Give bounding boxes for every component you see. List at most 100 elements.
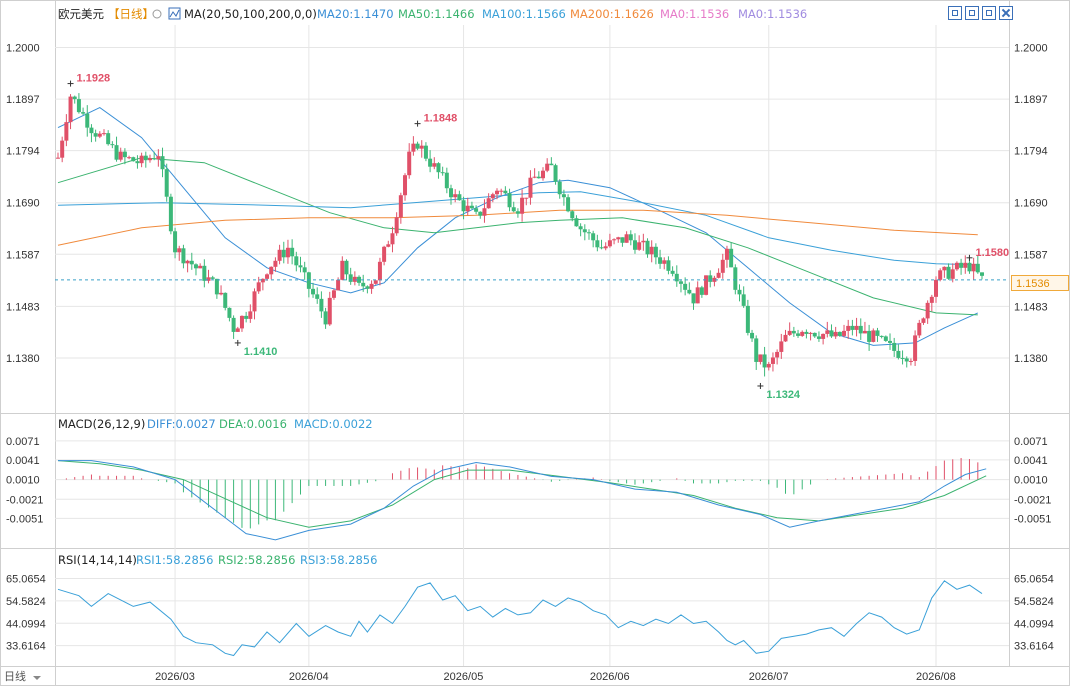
candle-body	[658, 257, 663, 264]
candle-body	[791, 330, 796, 334]
candle-body	[557, 181, 562, 195]
candle-body	[591, 233, 596, 241]
gear-icon[interactable]	[152, 9, 162, 19]
chevron-down-icon[interactable]	[33, 676, 41, 680]
candle-body	[277, 249, 282, 261]
candle-body	[950, 269, 955, 279]
candle-body	[511, 207, 516, 212]
time-label-5: 2026/08	[916, 671, 956, 683]
candle-body	[101, 133, 106, 135]
rsi-tick-left-0: 65.0654	[6, 574, 46, 586]
candle-body	[411, 143, 416, 152]
annotation-high-3: 1.1580	[975, 247, 1009, 259]
candle-body	[954, 262, 959, 270]
candle-body	[628, 234, 633, 241]
macd-dea-value: DEA:0.0016	[219, 417, 287, 431]
candle-body	[114, 145, 119, 160]
candle-body	[540, 170, 545, 179]
candle-body	[382, 246, 387, 262]
candle-body	[783, 334, 788, 342]
candle-body	[607, 240, 612, 247]
candle-body	[235, 328, 240, 332]
candle-body	[72, 96, 77, 100]
macd-diff-value: DIFF:0.0027	[147, 417, 216, 431]
candle-body	[231, 317, 236, 332]
current-price-badge: 1.1536	[1011, 275, 1069, 291]
candle-body	[398, 195, 403, 218]
macd-tick-right-0: 0.0071	[1014, 436, 1048, 448]
rsi-tick-right-3: 33.6164	[1014, 641, 1054, 653]
candle-body	[842, 330, 847, 336]
candle-body	[578, 226, 583, 230]
time-label-0: 2026/03	[155, 671, 195, 683]
candle-body	[938, 270, 943, 280]
candle-body	[168, 196, 173, 232]
zoom-out-icon[interactable]	[965, 6, 979, 20]
candle-body	[699, 287, 704, 295]
candle-body	[122, 151, 127, 158]
candle-body	[524, 197, 529, 199]
ma-indicator-label[interactable]: MA(20,50,100,200,0,0)	[184, 7, 317, 21]
candle-body	[252, 291, 257, 312]
candle-body	[963, 262, 968, 268]
macd-panel	[57, 458, 987, 541]
candle-body	[875, 330, 880, 336]
macd-tick-left-0: 0.0071	[6, 436, 40, 448]
candle-body	[344, 260, 349, 275]
candle-body	[616, 237, 621, 240]
candle-body	[97, 133, 102, 137]
rsi3-value: RSI3:58.2856	[300, 553, 377, 567]
annotation-high-2: 1.1848	[424, 113, 458, 125]
candle-body	[219, 292, 224, 295]
period-footer-label[interactable]: 日线	[4, 669, 26, 683]
candle-body	[833, 331, 838, 337]
candle-body	[754, 338, 759, 362]
candle-body	[896, 350, 901, 358]
candle-body	[81, 112, 86, 114]
candle-body	[260, 278, 265, 283]
candle-body	[545, 163, 550, 171]
candle-body	[223, 292, 228, 308]
candle-body	[394, 217, 399, 234]
candle-body	[352, 276, 357, 282]
candle-body	[804, 331, 809, 334]
candle-body	[315, 294, 320, 299]
zoom-in-icon[interactable]	[948, 6, 962, 20]
ma0-value-a: MA0:1.1536	[660, 7, 729, 21]
candle-body	[76, 99, 81, 113]
candle-body	[816, 336, 821, 339]
macd-title[interactable]: MACD(26,12,9)	[58, 417, 145, 431]
candle-body	[770, 357, 775, 364]
candle-body	[436, 163, 441, 173]
candle-body	[143, 155, 148, 161]
candle-body	[724, 248, 729, 260]
candle-body	[959, 262, 964, 268]
candle-body	[687, 289, 692, 294]
candle-body	[520, 197, 525, 214]
candle-body	[60, 140, 65, 158]
candle-body	[503, 190, 508, 194]
time-axis: 2026/03 2026/04 2026/05 2026/06 2026/07 …	[155, 671, 956, 683]
candle-body	[632, 240, 637, 250]
price-axis-ticks: 1.2000 1.1897 1.1794 1.1690 1.1587 1.148…	[6, 43, 1048, 365]
macd-tick-right-4: -0.0051	[1014, 513, 1051, 525]
candle-body	[469, 205, 474, 209]
candle-body	[256, 282, 261, 292]
candle-body	[883, 336, 888, 341]
rsi-title[interactable]: RSI(14,14,14)	[58, 553, 137, 567]
candle-body	[444, 172, 449, 189]
close-icon[interactable]	[999, 6, 1013, 20]
candle-body	[561, 194, 566, 198]
candle-body	[419, 145, 424, 149]
candle-body	[147, 158, 152, 161]
save-icon[interactable]	[982, 6, 996, 20]
candle-body	[311, 288, 316, 295]
candle-body	[390, 233, 395, 245]
candle-body	[160, 156, 165, 170]
candle-body	[821, 333, 826, 339]
period-selector[interactable]: 【日线】	[108, 7, 154, 21]
ma-toggle-icon[interactable]	[168, 7, 181, 20]
candle-body	[64, 122, 69, 141]
